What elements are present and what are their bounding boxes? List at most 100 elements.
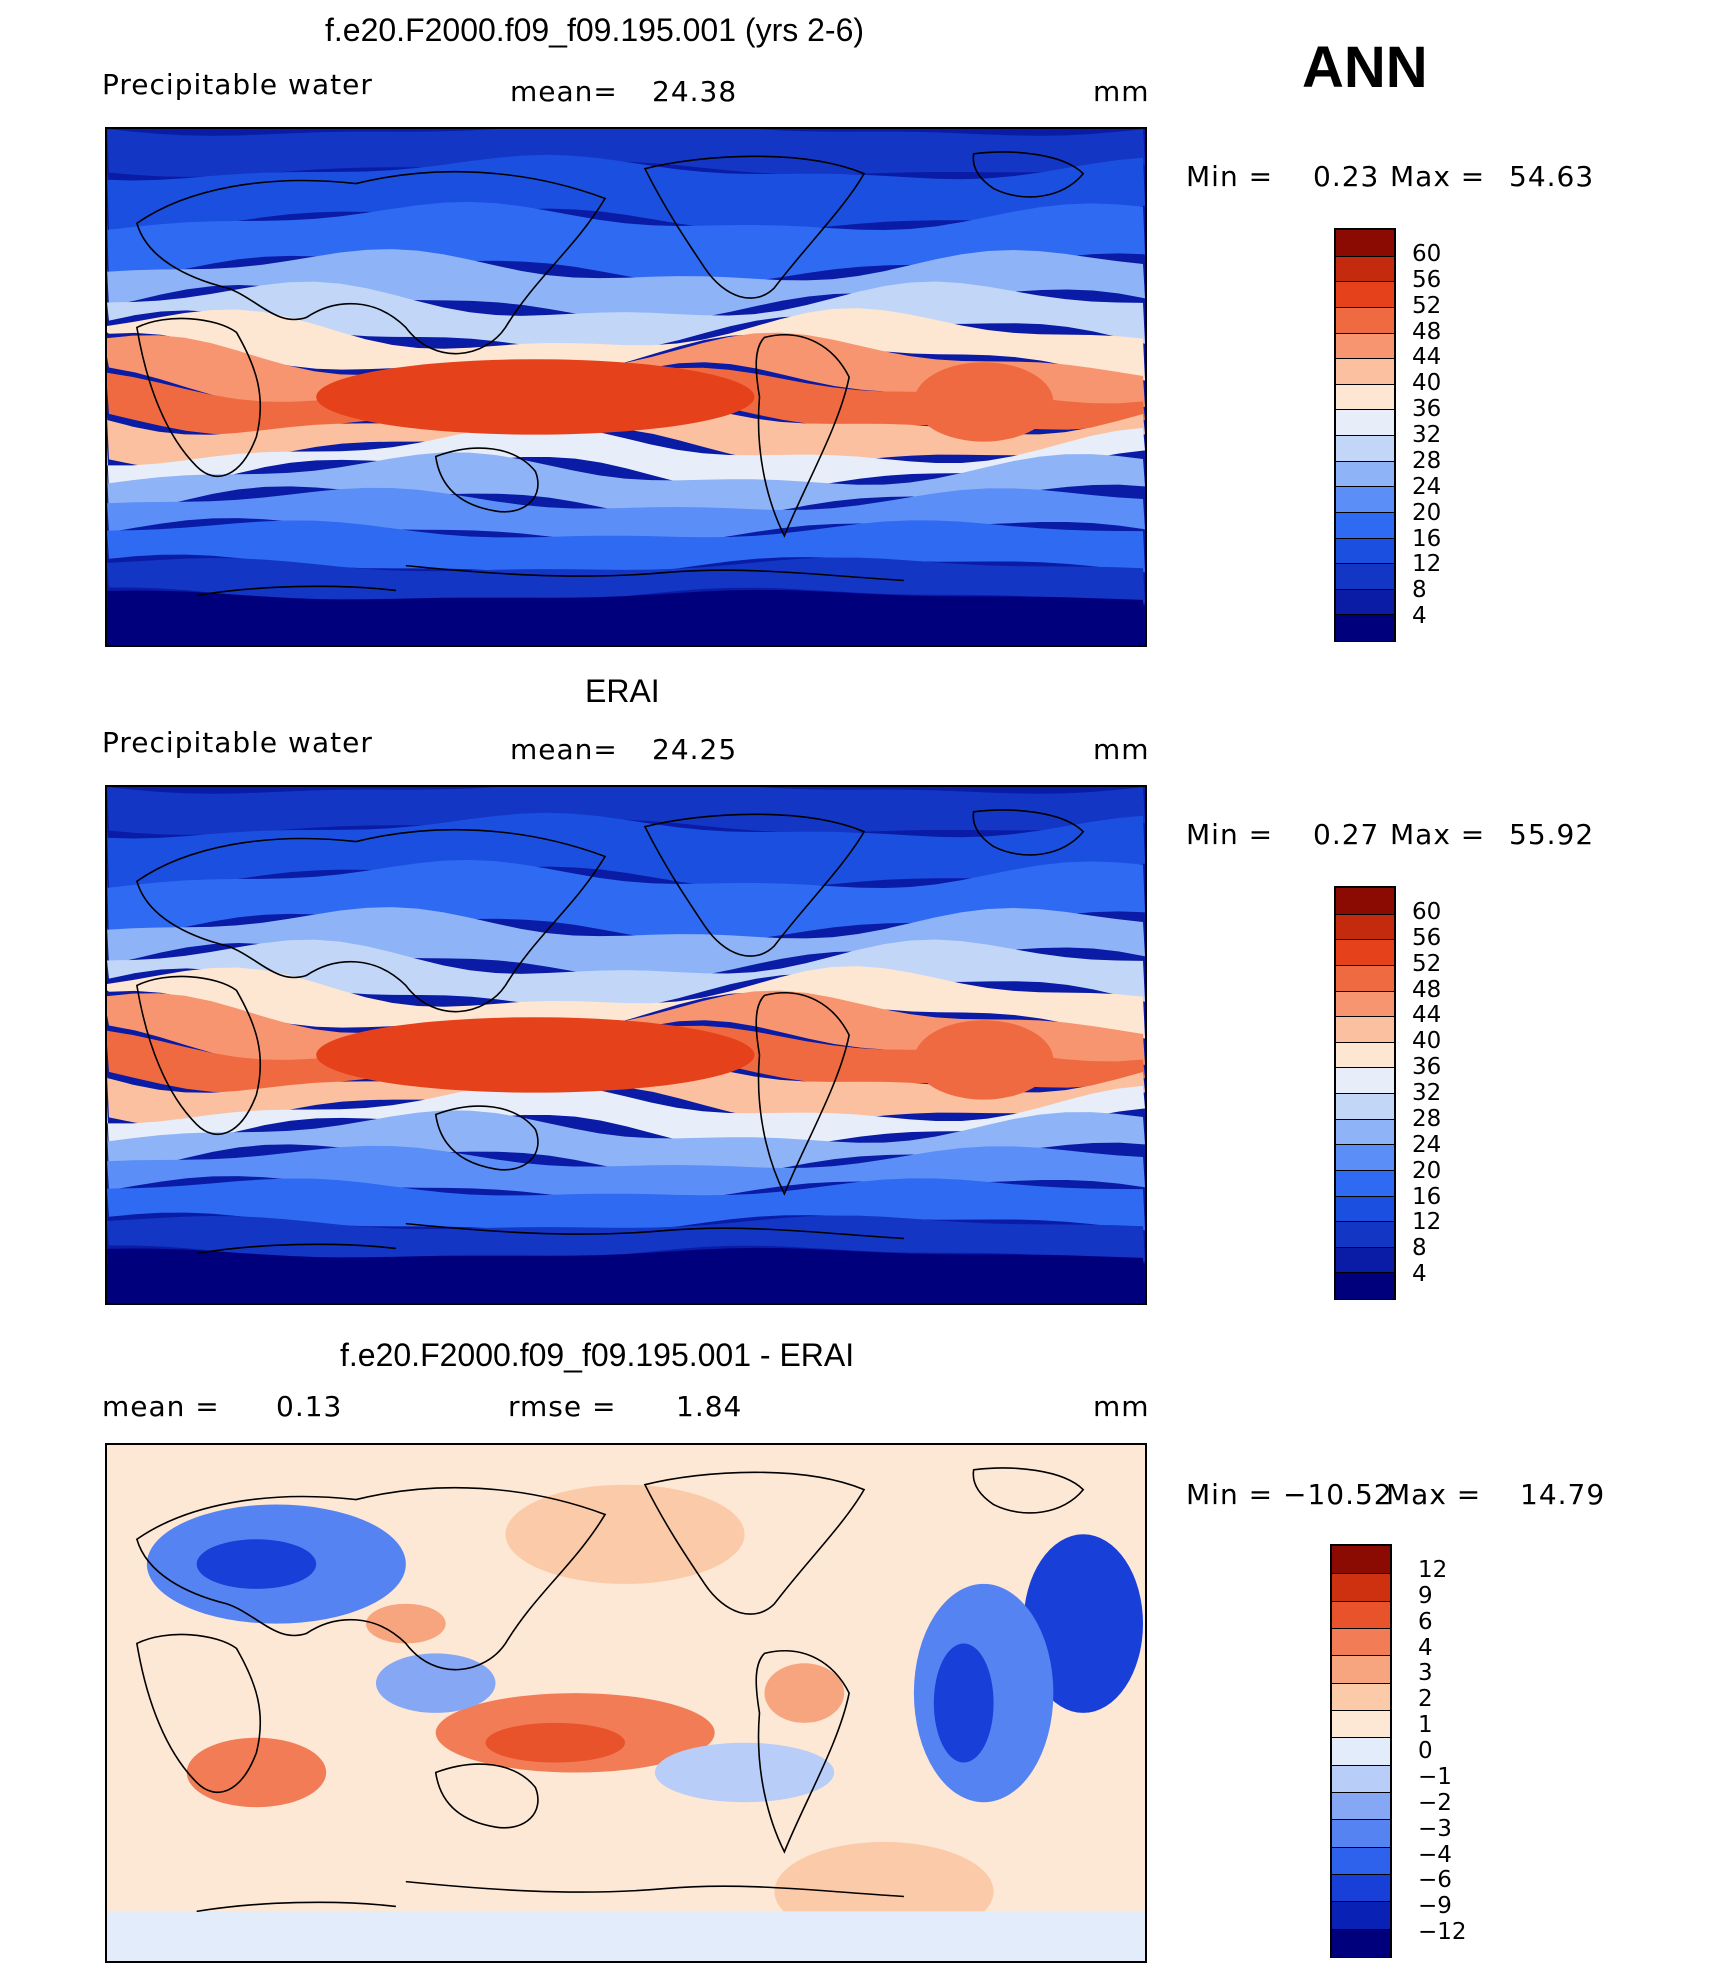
colorbar-tick-label: 28: [1412, 1105, 1442, 1132]
colorbar-swatch: [1336, 1118, 1394, 1146]
panel3-mean-label: mean =: [102, 1390, 220, 1423]
colorbar-swatch: [1336, 1246, 1394, 1274]
colorbar-swatch: [1336, 888, 1394, 915]
colorbar-swatch: [1336, 563, 1394, 590]
colorbar-swatch: [1336, 1016, 1394, 1043]
panel2-mean-value: 24.25: [652, 733, 738, 766]
coastline-group: [135, 1467, 1085, 1913]
colorbar-swatch: [1332, 1846, 1390, 1875]
panel3-mean-value: 0.13: [276, 1390, 343, 1423]
panel3-title: f.e20.F2000.f09_f09.195.001 - ERAI: [340, 1337, 855, 1373]
colorbar-tick-label: 9: [1418, 1582, 1433, 1609]
panel1-map: [105, 127, 1147, 647]
colorbar-tick-label: −6: [1418, 1867, 1452, 1894]
colorbar-swatch: [1332, 1710, 1390, 1739]
contour-band: [107, 394, 1145, 469]
contour-band: [107, 859, 1145, 943]
contour-band: [107, 812, 1145, 891]
contour-band: [107, 154, 1145, 233]
colorbar-swatch: [1332, 1819, 1390, 1848]
colorbar-tick-label: 60: [1412, 240, 1442, 267]
colorbar-tick-label: 8: [1412, 577, 1427, 604]
contour-band: [107, 1110, 1145, 1179]
colorbar-swatch: [1336, 460, 1394, 488]
colorbar-tick-label: 12: [1418, 1556, 1448, 1583]
colorbar-tick-label: 56: [1412, 266, 1442, 293]
panel2-min-value: 0.27: [1313, 818, 1380, 851]
anomaly-region: [505, 1484, 745, 1584]
colorbar-tick-label: −1: [1418, 1763, 1452, 1790]
colorbar-tick-label: 32: [1412, 422, 1442, 448]
contour-band: [107, 487, 1145, 545]
colorbar-tick-label: 24: [1412, 1131, 1442, 1158]
colorbar-swatch: [1336, 1221, 1394, 1248]
anomaly-region: [485, 1722, 626, 1763]
colorbar-tick-label: 3: [1418, 1660, 1433, 1687]
contour-band: [107, 520, 1145, 575]
colorbar-swatch: [1336, 1195, 1394, 1223]
anomaly-region: [933, 1643, 994, 1763]
colorbar-tick-label: 36: [1412, 396, 1442, 423]
colorbar-swatch: [1332, 1928, 1390, 1957]
colorbar-swatch: [1332, 1546, 1390, 1575]
contour-band: [107, 249, 1145, 322]
panel3-min-value: −10.52: [1283, 1478, 1393, 1511]
panel2-variable-label: Precipitable water: [102, 726, 373, 759]
colorbar-tick-label: 2: [1418, 1686, 1433, 1713]
coastline-group: [135, 809, 1085, 1255]
contour-band: [107, 1215, 1145, 1262]
colorbar-swatch: [1336, 1093, 1394, 1120]
colorbar-tick-label: 0: [1418, 1738, 1433, 1764]
panel1-variable-label: Precipitable water: [102, 68, 373, 101]
panel2-max-label: Max =: [1390, 818, 1486, 851]
anomaly-region: [654, 1742, 835, 1803]
colorbar-swatch: [1332, 1573, 1390, 1602]
contour-band: [107, 1178, 1145, 1233]
contour-band: [107, 201, 1145, 285]
colorbar-swatch: [1336, 913, 1394, 941]
contour-band: [107, 308, 1145, 381]
contour-band: [107, 966, 1145, 1039]
panel3-max-value: 14.79: [1520, 1478, 1606, 1511]
colorbar-tick-label: 6: [1418, 1608, 1433, 1635]
colorbar-swatch: [1336, 230, 1394, 257]
panel1-colorbar: [1334, 228, 1396, 642]
panel1-mean-value: 24.38: [652, 75, 738, 108]
panel1-max-label: Max =: [1390, 160, 1486, 193]
contour-band: [107, 907, 1145, 980]
anomaly-region: [196, 1539, 317, 1589]
colorbar-tick-label: −3: [1418, 1815, 1452, 1842]
colorbar-tick-label: 1: [1418, 1712, 1433, 1739]
colorbar-swatch: [1336, 281, 1394, 308]
colorbar-swatch: [1336, 409, 1394, 436]
colorbar-swatch: [1336, 1169, 1394, 1197]
colorbar-swatch: [1336, 939, 1394, 966]
colorbar-swatch: [1332, 1737, 1390, 1766]
anomaly-region: [764, 1663, 845, 1723]
colorbar-tick-label: 20: [1412, 499, 1442, 526]
panel1-units: mm: [1093, 75, 1150, 108]
colorbar-tick-label: 20: [1412, 1157, 1442, 1184]
colorbar-swatch: [1336, 537, 1394, 565]
colorbar-swatch: [1332, 1655, 1390, 1684]
contour-band: [107, 939, 1145, 1010]
colorbar-swatch: [1336, 990, 1394, 1018]
colorbar-swatch: [1332, 1901, 1390, 1930]
colorbar-tick-label: −9: [1418, 1893, 1452, 1920]
panel3-colorbar: [1330, 1544, 1392, 1958]
colorbar-tick-label: 24: [1412, 473, 1442, 500]
anomaly-region: [1023, 1534, 1144, 1713]
colorbar-swatch: [1336, 486, 1394, 513]
colorbar-swatch: [1336, 435, 1394, 462]
contour-band: [107, 452, 1145, 521]
colorbar-tick-label: 8: [1412, 1235, 1427, 1262]
colorbar-swatch: [1332, 1792, 1390, 1821]
colorbar-swatch: [1336, 383, 1394, 411]
colorbar-tick-label: 44: [1412, 344, 1442, 371]
colorbar-tick-label: −12: [1418, 1919, 1467, 1946]
colorbar-tick-label: 28: [1412, 447, 1442, 474]
colorbar-swatch: [1332, 1628, 1390, 1657]
colorbar-tick-label: −2: [1418, 1789, 1452, 1816]
coastline-group: [135, 151, 1085, 597]
colorbar-tick-label: 52: [1412, 292, 1442, 319]
